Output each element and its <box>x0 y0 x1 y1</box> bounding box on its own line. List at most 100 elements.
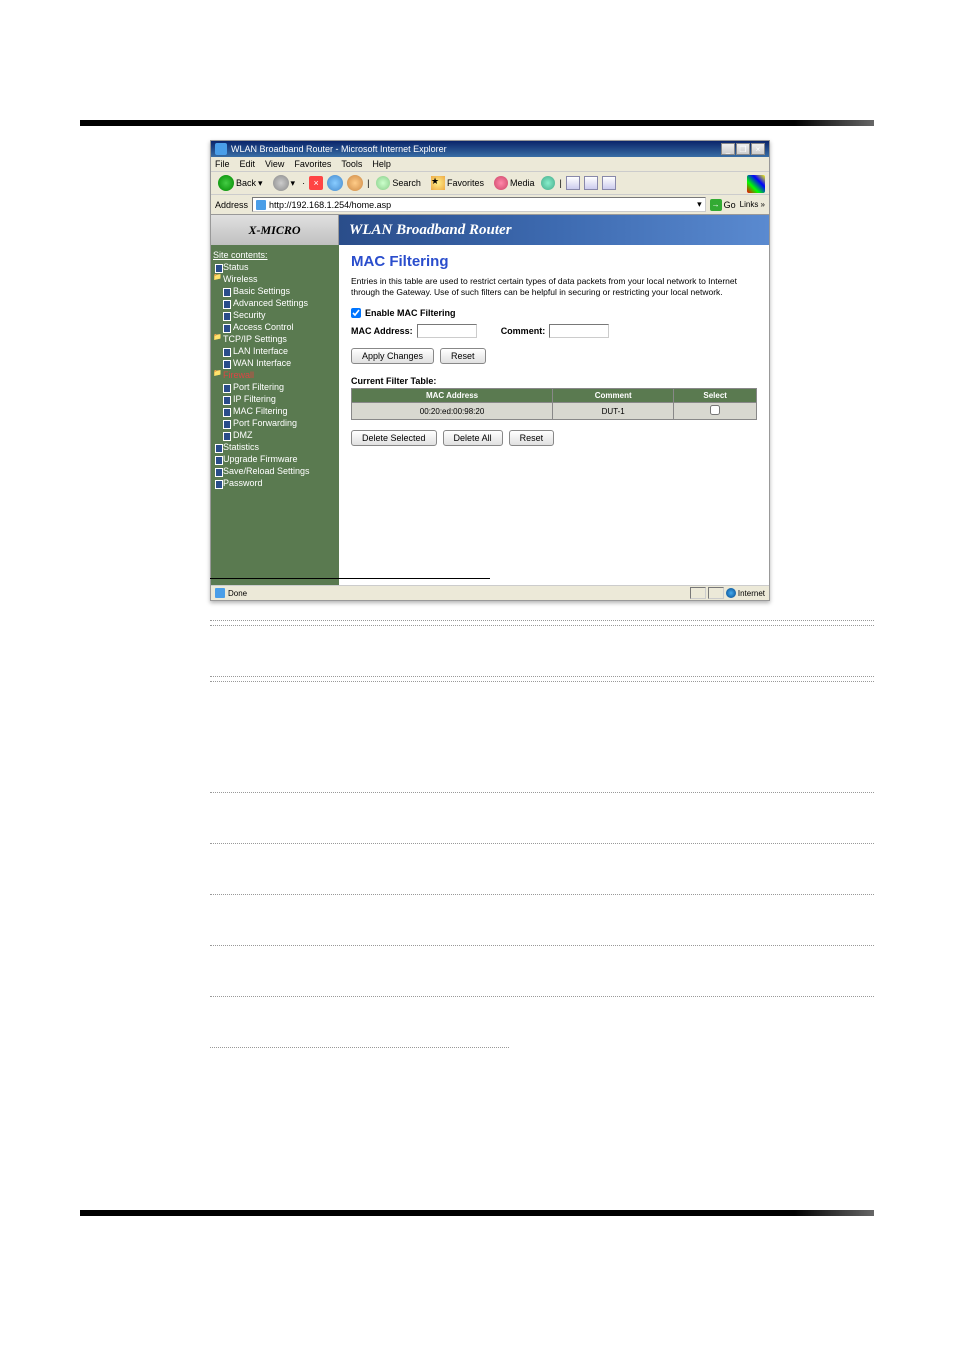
close-button[interactable]: × <box>751 143 765 155</box>
address-input[interactable]: http://192.168.1.254/home.asp ▾ <box>252 197 706 212</box>
back-icon <box>218 175 234 191</box>
forward-button[interactable]: ▾ <box>270 174 299 192</box>
status-icon <box>215 588 225 598</box>
tree-tcpip[interactable]: TCP/IP Settings <box>213 333 337 345</box>
comment-label: Comment: <box>501 326 546 336</box>
tree-dmz[interactable]: DMZ <box>213 429 337 441</box>
tree-security[interactable]: Security <box>213 309 337 321</box>
col-select: Select <box>674 389 757 403</box>
cell-mac: 00:20:ed:00:98:20 <box>352 403 553 420</box>
tree-lan[interactable]: LAN Interface <box>213 345 337 357</box>
tree-stats[interactable]: Statistics <box>213 441 337 453</box>
forward-icon <box>273 175 289 191</box>
comment-input[interactable] <box>549 324 609 338</box>
toolbar: Back ▾ ▾ · × | Search ★Favorites Media | <box>211 172 769 195</box>
favorites-icon: ★ <box>431 176 445 190</box>
tree-access[interactable]: Access Control <box>213 321 337 333</box>
refresh-button[interactable] <box>327 175 343 191</box>
tree-advanced[interactable]: Advanced Settings <box>213 297 337 309</box>
status-box2 <box>708 587 724 599</box>
address-label: Address <box>215 200 248 210</box>
windows-flag-icon <box>747 175 765 193</box>
tree-portfwd[interactable]: Port Forwarding <box>213 417 337 429</box>
home-button[interactable] <box>347 175 363 191</box>
tree-wan[interactable]: WAN Interface <box>213 357 337 369</box>
print-button[interactable] <box>584 176 598 190</box>
media-button[interactable]: Media <box>491 175 538 191</box>
title-bar: WLAN Broadband Router - Microsoft Intern… <box>211 141 769 157</box>
table-row: 00:20:ed:00:98:20 DUT-1 <box>352 403 757 420</box>
menu-file[interactable]: File <box>215 159 230 169</box>
sidebar-tree: Site contents: Status Wireless Basic Set… <box>211 245 339 585</box>
media-icon <box>494 176 508 190</box>
status-box1 <box>690 587 706 599</box>
banner-title: WLAN Broadband Router <box>339 215 769 245</box>
tree-macf[interactable]: MAC Filtering <box>213 405 337 417</box>
router-header: X-MICRO WLAN Broadband Router <box>211 215 769 245</box>
mac-label: MAC Address: <box>351 326 413 336</box>
apply-button[interactable]: Apply Changes <box>351 348 434 364</box>
menu-tools[interactable]: Tools <box>341 159 362 169</box>
reset2-button[interactable]: Reset <box>509 430 555 446</box>
enable-label: Enable MAC Filtering <box>365 308 456 318</box>
back-button[interactable]: Back ▾ <box>215 174 266 192</box>
minimize-button[interactable]: _ <box>721 143 735 155</box>
page-description: Entries in this table are used to restri… <box>351 276 757 298</box>
tree-save[interactable]: Save/Reload Settings <box>213 465 337 477</box>
tree-firewall[interactable]: Firewall <box>213 369 337 381</box>
url-icon <box>256 200 266 210</box>
col-comment: Comment <box>553 389 674 403</box>
edit-button[interactable] <box>602 176 616 190</box>
menu-bar: File Edit View Favorites Tools Help <box>211 157 769 172</box>
url-text: http://192.168.1.254/home.asp <box>269 200 391 210</box>
status-bar: Done Internet <box>211 585 769 600</box>
links-button[interactable]: Links » <box>740 200 765 209</box>
menu-favorites[interactable]: Favorites <box>294 159 331 169</box>
tree-ipf[interactable]: IP Filtering <box>213 393 337 405</box>
history-button[interactable] <box>541 176 555 190</box>
maximize-button[interactable]: ❐ <box>736 143 750 155</box>
row-select-checkbox[interactable] <box>710 405 720 415</box>
tree-portf[interactable]: Port Filtering <box>213 381 337 393</box>
cell-comment: DUT-1 <box>553 403 674 420</box>
reset-button[interactable]: Reset <box>440 348 486 364</box>
tree-upgrade[interactable]: Upgrade Firmware <box>213 453 337 465</box>
menu-help[interactable]: Help <box>372 159 391 169</box>
col-mac: MAC Address <box>352 389 553 403</box>
mail-button[interactable] <box>566 176 580 190</box>
tree-wireless[interactable]: Wireless <box>213 273 337 285</box>
tree-basic[interactable]: Basic Settings <box>213 285 337 297</box>
internet-icon <box>726 588 736 598</box>
search-button[interactable]: Search <box>373 175 424 191</box>
tree-password[interactable]: Password <box>213 477 337 489</box>
zone-text: Internet <box>738 589 765 598</box>
page-title: MAC Filtering <box>351 253 757 270</box>
favorites-button[interactable]: ★Favorites <box>428 175 487 191</box>
filter-table: MAC Address Comment Select 00:20:ed:00:9… <box>351 388 757 420</box>
go-button[interactable]: →Go <box>710 199 736 211</box>
go-icon: → <box>710 199 722 211</box>
menu-view[interactable]: View <box>265 159 284 169</box>
page-top-bar <box>80 120 874 126</box>
tree-root: Site contents: <box>213 249 337 261</box>
main-content: MAC Filtering Entries in this table are … <box>339 245 769 585</box>
dotted-table-area <box>210 620 874 1052</box>
ie-icon <box>215 143 227 155</box>
table-title: Current Filter Table: <box>351 376 757 386</box>
stop-button[interactable]: × <box>309 176 323 190</box>
dropdown-icon[interactable]: ▾ <box>697 199 702 210</box>
browser-window: WLAN Broadband Router - Microsoft Intern… <box>210 140 770 601</box>
status-text: Done <box>228 589 247 598</box>
address-bar: Address http://192.168.1.254/home.asp ▾ … <box>211 195 769 215</box>
enable-checkbox[interactable] <box>351 308 361 318</box>
logo: X-MICRO <box>211 215 339 245</box>
search-icon <box>376 176 390 190</box>
page-bottom-bar <box>80 1210 874 1216</box>
delete-all-button[interactable]: Delete All <box>443 430 503 446</box>
window-title: WLAN Broadband Router - Microsoft Intern… <box>231 144 447 154</box>
mac-input[interactable] <box>417 324 477 338</box>
menu-edit[interactable]: Edit <box>240 159 256 169</box>
tree-status[interactable]: Status <box>213 261 337 273</box>
delete-selected-button[interactable]: Delete Selected <box>351 430 437 446</box>
separator-line <box>210 578 490 579</box>
